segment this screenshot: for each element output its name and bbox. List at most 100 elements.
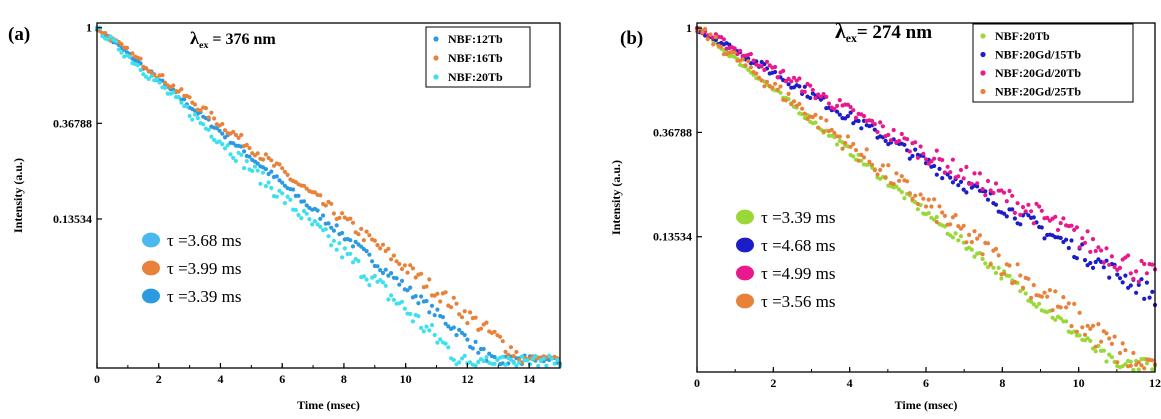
lifetime-label: τ =3.68 ms	[167, 231, 242, 250]
data-point	[821, 92, 826, 97]
data-point	[1012, 210, 1018, 215]
data-point	[103, 30, 108, 36]
data-point	[484, 355, 489, 360]
data-point	[918, 144, 923, 149]
data-point	[891, 181, 896, 187]
data-point	[899, 190, 904, 195]
x-tick-label: 0	[694, 376, 700, 390]
data-point	[340, 211, 345, 216]
data-point	[285, 194, 290, 199]
data-point	[932, 156, 937, 161]
data-point	[897, 187, 902, 192]
data-point	[1053, 289, 1058, 294]
data-point	[1150, 289, 1155, 294]
data-point	[999, 276, 1004, 281]
data-point	[746, 67, 751, 72]
data-point	[705, 37, 710, 42]
data-point	[1039, 225, 1044, 230]
data-point	[1115, 360, 1120, 365]
data-point	[378, 246, 383, 251]
data-point	[840, 146, 845, 151]
data-point	[1053, 317, 1058, 322]
chart-panel-b: 0 2 4 6 8 10 12 1 0.36788 0.13534 Time (msec) Inten…	[609, 19, 1161, 412]
data-point	[977, 233, 983, 238]
data-point	[926, 197, 931, 202]
data-point	[1064, 319, 1069, 324]
data-point	[897, 178, 902, 183]
data-point	[410, 266, 415, 271]
data-point	[408, 311, 413, 317]
data-point	[848, 110, 853, 115]
data-point	[544, 363, 549, 368]
data-point	[1150, 367, 1155, 372]
data-point	[1080, 325, 1085, 330]
data-point	[851, 154, 856, 159]
plot-frame	[96, 22, 561, 369]
data-point	[394, 276, 399, 281]
data-point	[391, 253, 396, 258]
data-point	[872, 168, 877, 173]
data-point	[163, 80, 168, 85]
panel-label: (b)	[620, 28, 643, 49]
data-point	[511, 360, 516, 365]
data-point	[937, 204, 942, 209]
panel-label: (a)	[8, 24, 30, 45]
data-point	[775, 75, 780, 80]
data-point	[160, 73, 165, 78]
data-point	[762, 84, 767, 89]
data-point	[958, 234, 964, 239]
data-point	[459, 356, 465, 361]
data-point	[293, 207, 298, 213]
data-point	[1088, 338, 1093, 343]
data-point	[473, 339, 478, 344]
excitation-annotation: λex = 376 nm	[190, 28, 276, 51]
data-point	[269, 169, 274, 174]
data-point	[1039, 208, 1044, 213]
data-point	[394, 259, 399, 264]
data-point	[263, 167, 268, 172]
data-point	[953, 213, 958, 218]
data-point	[1139, 277, 1144, 282]
data-point	[350, 260, 356, 265]
data-point	[1010, 207, 1015, 212]
data-point	[870, 118, 875, 123]
data-point	[416, 301, 421, 306]
data-point	[288, 197, 293, 202]
data-point	[948, 170, 953, 175]
data-point	[263, 184, 268, 189]
data-point	[329, 243, 334, 248]
data-point	[340, 255, 345, 260]
data-point	[818, 94, 824, 99]
data-point	[438, 337, 443, 342]
data-point	[1104, 246, 1109, 251]
data-point	[802, 89, 807, 94]
legend-entry: NBF:20Gd/25Tb	[995, 85, 1081, 99]
data-point	[748, 65, 754, 70]
data-point	[402, 306, 407, 311]
data-point	[802, 111, 807, 116]
data-point	[473, 315, 478, 320]
data-point	[797, 76, 802, 81]
data-point	[932, 163, 937, 169]
data-point	[1061, 295, 1066, 300]
data-point	[878, 167, 883, 173]
data-point	[119, 42, 124, 47]
data-point	[231, 141, 236, 146]
data-point	[878, 120, 883, 125]
data-point	[783, 98, 789, 103]
data-point	[1007, 273, 1012, 278]
data-point	[503, 349, 508, 354]
data-point	[886, 132, 891, 137]
data-point	[530, 356, 535, 361]
data-point	[419, 294, 424, 299]
data-point	[1037, 204, 1042, 209]
data-point	[1042, 236, 1047, 241]
data-point	[274, 194, 279, 199]
data-point	[1058, 316, 1063, 321]
data-point	[214, 126, 219, 131]
data-point	[913, 140, 918, 145]
data-point	[468, 310, 473, 315]
data-point	[383, 283, 388, 288]
data-point	[331, 238, 336, 243]
data-point	[337, 241, 342, 246]
